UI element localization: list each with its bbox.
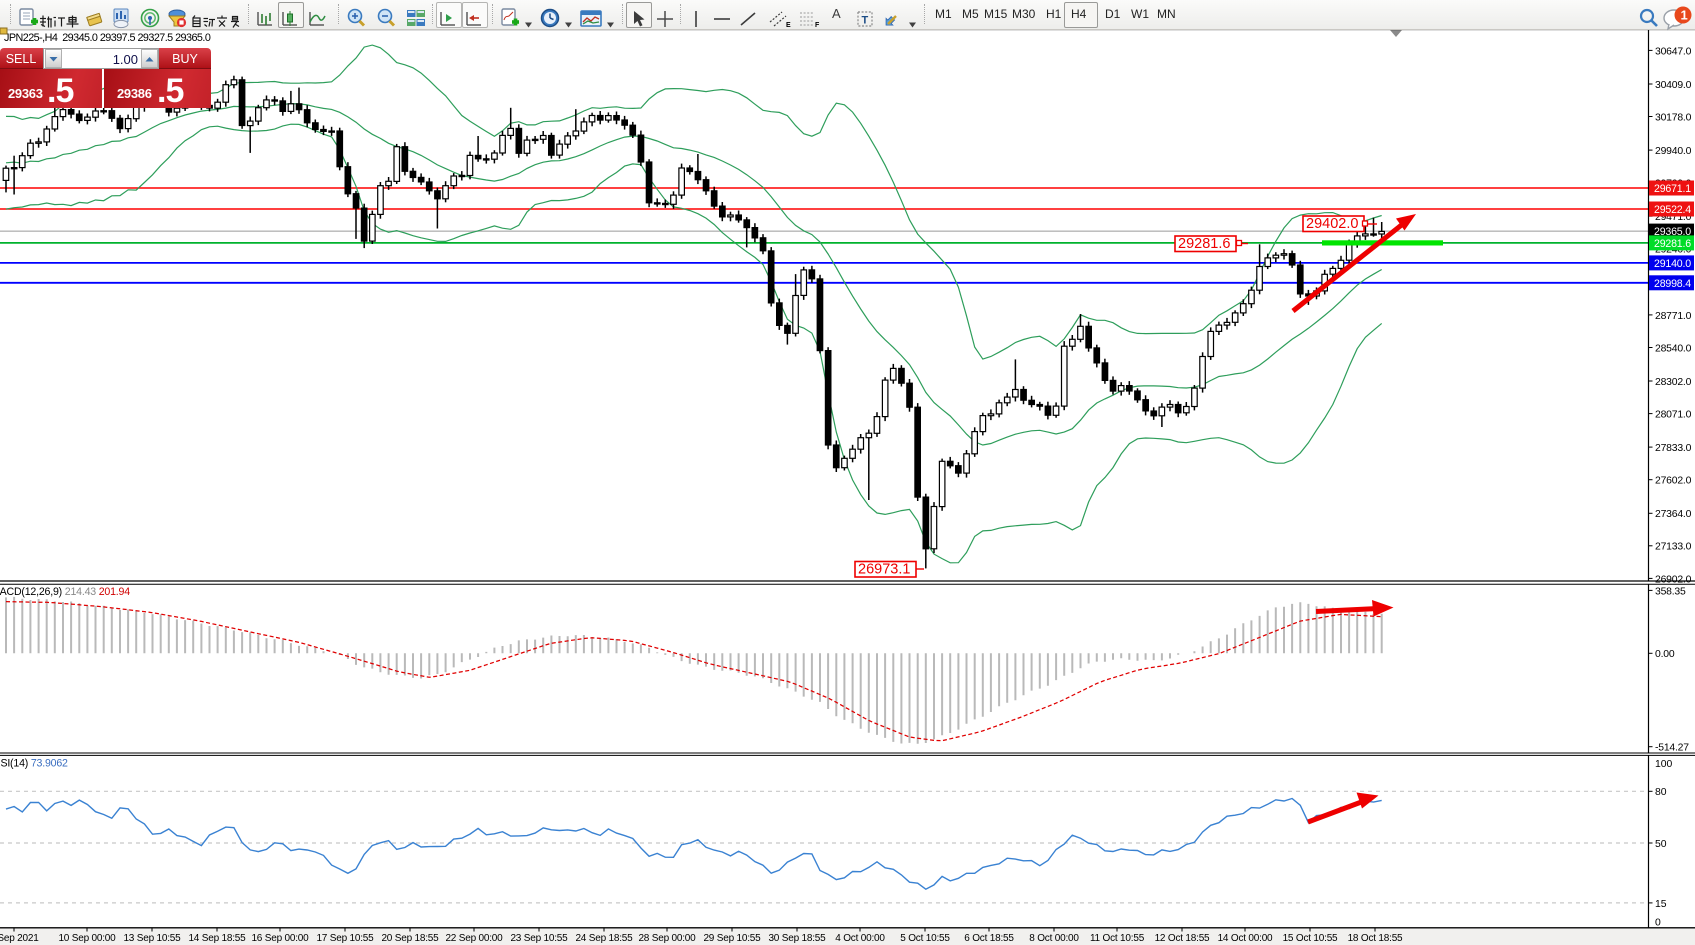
svg-text:27364.0: 27364.0: [1655, 509, 1692, 520]
svg-text:100: 100: [1655, 759, 1673, 770]
svg-text:30409.0: 30409.0: [1655, 80, 1692, 91]
svg-text:10 Sep 00:00: 10 Sep 00:00: [58, 933, 116, 944]
svg-text:30 Sep 18:55: 30 Sep 18:55: [768, 933, 826, 944]
svg-text:T: T: [862, 15, 869, 27]
svg-text:27833.0: 27833.0: [1655, 443, 1692, 454]
svg-text:0.00: 0.00: [1655, 649, 1675, 660]
svg-text:30647.0: 30647.0: [1655, 46, 1692, 57]
svg-text:29 Sep 10:55: 29 Sep 10:55: [703, 933, 761, 944]
svg-text:29940.0: 29940.0: [1655, 146, 1692, 157]
svg-text:29281.6: 29281.6: [1178, 236, 1230, 252]
svg-text:23 Sep 10:55: 23 Sep 10:55: [510, 933, 568, 944]
svg-text:29471.0: 29471.0: [1655, 212, 1692, 223]
svg-text:29365.0: 29365.0: [1654, 226, 1691, 238]
svg-text:29522.4: 29522.4: [1654, 204, 1691, 216]
svg-text:28771.0: 28771.0: [1655, 311, 1692, 322]
svg-text:50: 50: [1655, 839, 1667, 850]
svg-text:6 Oct 18:55: 6 Oct 18:55: [964, 933, 1014, 944]
svg-text:28071.0: 28071.0: [1655, 410, 1692, 421]
svg-text:15: 15: [1655, 899, 1667, 910]
svg-text:29402.0: 29402.0: [1306, 216, 1358, 232]
svg-text:JPN225-,H4 29345.0 29397.5 29: JPN225-,H4 29345.0 29397.5 29327.5 29365…: [4, 32, 211, 44]
svg-text:358.35: 358.35: [1655, 586, 1686, 597]
svg-text:27133.0: 27133.0: [1655, 542, 1692, 553]
svg-text:MACD(12,26,9) 214.43 201.94: MACD(12,26,9) 214.43 201.94: [0, 586, 130, 598]
svg-text:29281.6: 29281.6: [1654, 238, 1691, 250]
svg-text:17 Sep 10:55: 17 Sep 10:55: [316, 933, 374, 944]
svg-text:29140.0: 29140.0: [1654, 258, 1691, 270]
svg-text:26973.1: 26973.1: [858, 562, 910, 578]
svg-text:28998.4: 28998.4: [1654, 278, 1691, 290]
svg-text:18 Oct 18:55: 18 Oct 18:55: [1348, 933, 1403, 944]
svg-text:29671.1: 29671.1: [1654, 183, 1691, 195]
svg-text:80: 80: [1655, 787, 1667, 798]
svg-text:24 Sep 18:55: 24 Sep 18:55: [575, 933, 633, 944]
svg-text:13 Sep 10:55: 13 Sep 10:55: [123, 933, 181, 944]
svg-text:28 Sep 00:00: 28 Sep 00:00: [638, 933, 696, 944]
svg-text:-514.27: -514.27: [1655, 743, 1689, 754]
svg-text:4 Oct 00:00: 4 Oct 00:00: [835, 933, 885, 944]
svg-text:5 Oct 10:55: 5 Oct 10:55: [900, 933, 950, 944]
svg-text:8 Oct 00:00: 8 Oct 00:00: [1029, 933, 1079, 944]
svg-text:14 Oct 00:00: 14 Oct 00:00: [1218, 933, 1273, 944]
svg-text:30178.0: 30178.0: [1655, 112, 1692, 123]
svg-text:16 Sep 00:00: 16 Sep 00:00: [251, 933, 309, 944]
svg-text:26902.0: 26902.0: [1655, 574, 1692, 585]
svg-text:15 Oct 10:55: 15 Oct 10:55: [1283, 933, 1338, 944]
svg-text:28540.0: 28540.0: [1655, 343, 1692, 354]
svg-text:20 Sep 18:55: 20 Sep 18:55: [381, 933, 439, 944]
svg-text:22 Sep 00:00: 22 Sep 00:00: [445, 933, 503, 944]
svg-text:E: E: [786, 22, 791, 29]
svg-text:F: F: [815, 22, 820, 29]
svg-text:9 Sep 2021: 9 Sep 2021: [0, 933, 39, 944]
svg-text:28302.0: 28302.0: [1655, 377, 1692, 388]
svg-text:11 Oct 10:55: 11 Oct 10:55: [1090, 933, 1145, 944]
svg-text:14 Sep 18:55: 14 Sep 18:55: [188, 933, 246, 944]
svg-text:12 Oct 18:55: 12 Oct 18:55: [1155, 933, 1210, 944]
svg-text:1: 1: [1681, 8, 1688, 23]
svg-text:0: 0: [1655, 917, 1661, 928]
svg-text:27602.0: 27602.0: [1655, 476, 1692, 487]
svg-text:RSI(14) 73.9062: RSI(14) 73.9062: [0, 758, 68, 770]
